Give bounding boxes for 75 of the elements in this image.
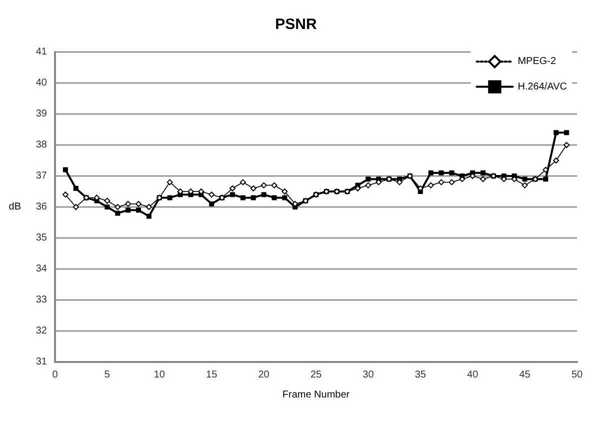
point	[209, 201, 214, 206]
point	[553, 158, 560, 164]
legend-label: MPEG-2	[518, 56, 556, 68]
point	[282, 188, 288, 194]
point	[448, 179, 455, 186]
point	[240, 179, 246, 186]
point	[366, 176, 371, 182]
x-tick-label: 40	[467, 370, 479, 380]
x-tick-label: 5	[104, 370, 110, 380]
point	[136, 208, 142, 213]
point	[554, 130, 559, 136]
point	[271, 182, 278, 188]
point	[282, 195, 288, 200]
y-tick-label: 33	[36, 294, 48, 306]
point	[62, 167, 68, 172]
point	[261, 192, 266, 198]
point	[240, 195, 246, 200]
y-tick-label: 32	[36, 326, 48, 336]
x-tick-label: 20	[258, 370, 270, 380]
x-tick-label: 0	[52, 370, 58, 380]
point	[543, 176, 548, 182]
point	[146, 214, 152, 219]
point	[542, 166, 549, 173]
y-tick-label: 38	[36, 140, 48, 150]
legend-label: H.264/AVC	[518, 81, 568, 92]
point	[428, 182, 434, 188]
y-axis-title: dB	[8, 202, 22, 212]
point	[230, 192, 235, 198]
point	[438, 170, 444, 176]
point	[449, 170, 454, 176]
point	[126, 208, 131, 213]
y-tick-label: 37	[36, 170, 48, 182]
point	[73, 186, 78, 191]
point	[365, 182, 372, 188]
point	[104, 204, 110, 210]
chart-title: PSNR	[275, 16, 317, 33]
x-tick-label: 15	[206, 370, 218, 380]
point	[208, 192, 215, 198]
point	[72, 204, 79, 210]
y-tick-label: 36	[36, 202, 48, 212]
point	[272, 195, 277, 200]
point	[114, 204, 121, 210]
x-tick-label: 45	[519, 370, 531, 380]
point	[250, 195, 256, 200]
point	[564, 142, 570, 148]
y-tick-label: 34	[36, 264, 48, 274]
y-tick-label: 39	[36, 108, 48, 120]
x-tick-label: 30	[362, 370, 374, 380]
x-tick-label: 25	[310, 370, 322, 380]
y-tick-label: 31	[36, 356, 48, 368]
point	[229, 185, 236, 192]
y-tick-label: 41	[36, 46, 48, 58]
y-tick-label: 40	[36, 78, 48, 88]
x-tick-label: 10	[154, 370, 166, 380]
point	[166, 179, 173, 186]
point	[522, 176, 528, 182]
point	[167, 195, 172, 200]
x-tick-label: 50	[571, 370, 583, 380]
x-tick-label: 35	[414, 370, 426, 380]
point	[115, 210, 120, 216]
point	[438, 179, 444, 186]
point	[104, 198, 110, 204]
point	[136, 200, 142, 207]
y-tick-label: 35	[36, 232, 48, 244]
point	[480, 176, 486, 182]
point	[480, 170, 486, 176]
point	[564, 130, 570, 136]
point	[146, 204, 152, 210]
point	[428, 170, 434, 176]
x-axis-title: Frame Number	[282, 390, 350, 400]
point	[250, 185, 256, 192]
point	[62, 192, 68, 198]
point	[522, 182, 528, 188]
point	[260, 182, 267, 188]
point	[125, 200, 132, 207]
